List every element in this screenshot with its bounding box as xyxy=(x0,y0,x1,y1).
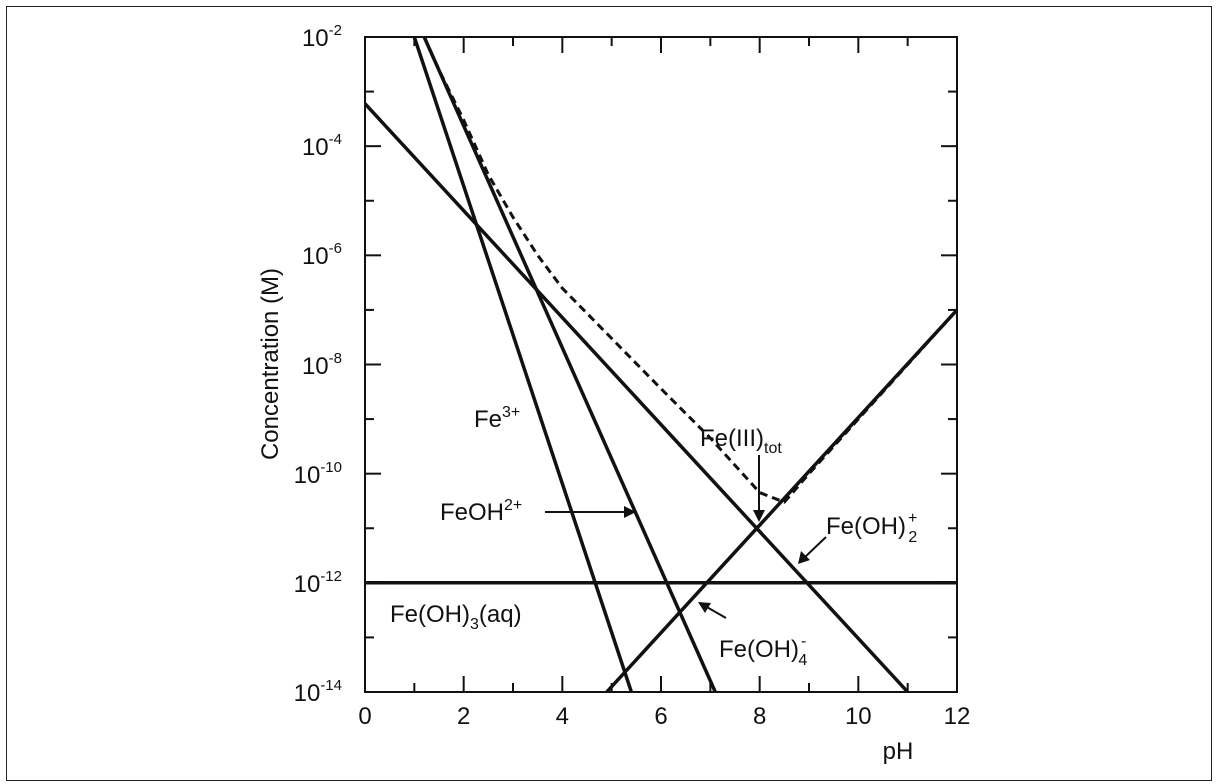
y-tick-label: 10-14 xyxy=(294,677,342,707)
fetot-label: Fe(III)tot xyxy=(700,425,782,457)
feoh4-label: Fe(OH) -4 xyxy=(719,633,807,669)
feoh4-arrow xyxy=(704,605,727,619)
y-tick-label: 10-2 xyxy=(302,22,342,52)
feoh3-label: Fe(OH)3(aq) xyxy=(390,601,522,633)
y-axis-title: Concentration (M) xyxy=(257,268,284,460)
x-tick-label: 4 xyxy=(556,703,569,730)
series-line-fe-oh-4- xyxy=(605,308,957,692)
feoh4-arrowhead xyxy=(698,602,711,613)
x-axis-title: pH xyxy=(883,738,914,765)
x-tick-label: 6 xyxy=(654,703,667,730)
x-tick-label: 12 xyxy=(944,703,971,730)
y-tick-label: 10-10 xyxy=(294,459,342,489)
feoh2p-arrowhead xyxy=(798,551,810,564)
series-line-fe3- xyxy=(412,37,634,692)
y-tick-label: 10-8 xyxy=(302,350,342,380)
y-tick-labels: 10-2 10-4 10-6 10-8 10-10 10-12 10-14 xyxy=(294,22,342,707)
feoh2p-arrow xyxy=(803,536,827,559)
x-tick-label: 8 xyxy=(753,703,766,730)
feoh2-arrowhead xyxy=(624,506,636,518)
series-line-feoh2- xyxy=(422,37,717,692)
x-tick-label: 10 xyxy=(845,703,872,730)
y-tick-label: 10-4 xyxy=(302,131,342,161)
plot-area xyxy=(364,36,958,693)
series-line-fe-oh-2- xyxy=(365,102,909,692)
x-tick-label: 0 xyxy=(358,703,371,730)
fe3-label: Fe3+ xyxy=(474,404,520,433)
series-line-fe-iii-tot xyxy=(422,37,957,504)
figure-frame xyxy=(6,6,1212,781)
feoh2-label: FeOH2+ xyxy=(440,497,522,526)
fetot-arrowhead xyxy=(753,510,765,522)
y-tick-label: 10-12 xyxy=(294,568,342,598)
x-tick-label: 2 xyxy=(457,703,470,730)
annotation-arrows xyxy=(545,455,827,619)
x-tick-labels: 0 2 4 6 8 10 12 xyxy=(358,703,970,730)
feoh2p-label: Fe(OH) +2 xyxy=(826,510,917,546)
y-tick-label: 10-6 xyxy=(302,240,342,270)
